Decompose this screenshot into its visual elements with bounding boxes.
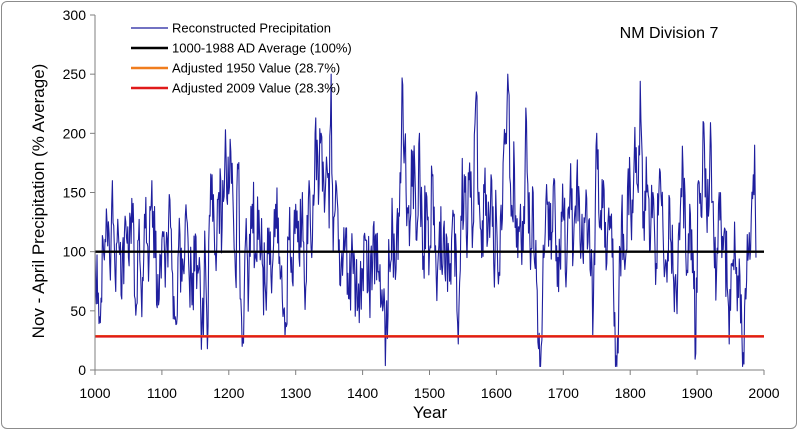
y-tick-label: 300 [63,7,87,23]
series-reconstructed-precipitation [94,73,757,368]
legend-entry-label: Adjusted 1950 Value (28.7%) [172,61,340,76]
legend: Reconstructed Precipitation 1000-1988 AD … [131,21,352,96]
x-tick-label: 1000 [79,385,110,401]
x-tick-label: 1700 [548,385,579,401]
x-tick-group: 1000 1100 1200 1300 1400 1500 1600 1700 1800 1900… [79,370,780,401]
x-tick-label: 2000 [748,385,779,401]
x-tick-label: 1300 [280,385,311,401]
y-tick-label: 150 [63,185,87,201]
series-layer [94,73,764,368]
x-tick-label: 1100 [147,385,177,401]
x-tick-label: 1800 [615,385,646,401]
x-tick-label: 1200 [213,385,244,401]
x-tick-label: 1400 [347,385,378,401]
x-axis-title: Year [413,403,448,422]
y-tick-label: 250 [63,66,87,82]
y-tick-label: 50 [70,303,86,319]
legend-entry-label: Reconstructed Precipitation [172,21,331,36]
y-tick-label: 200 [63,125,87,141]
x-tick-label: 1900 [682,385,713,401]
legend-entry-label: 1000-1988 AD Average (100%) [172,41,352,56]
y-tick-label: 100 [63,244,87,260]
division-annotation: NM Division 7 [620,25,719,42]
x-tick-label: 1500 [414,385,445,401]
y-axis-title: Nov - April Precipitation (% Average) [29,64,48,339]
y-tick-label: 0 [78,362,86,378]
legend-entry-label: Adjusted 2009 Value (28.3%) [172,81,340,96]
y-tick-group: 0 50 100 150 200 250 300 [63,7,95,378]
x-tick-label: 1600 [481,385,512,401]
